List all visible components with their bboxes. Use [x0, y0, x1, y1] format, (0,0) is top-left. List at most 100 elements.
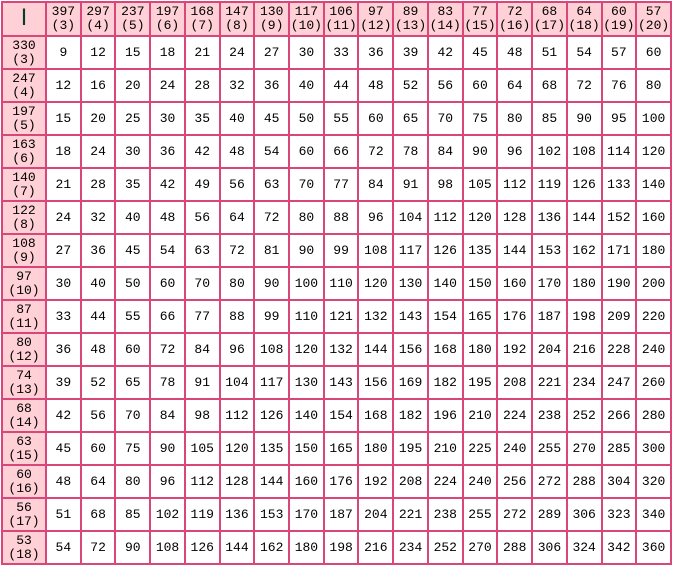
table-cell: 77 [183, 299, 221, 334]
table-cell: 323 [600, 497, 638, 532]
table-cell: 187 [531, 299, 568, 334]
table-row: 53 (18) 54 72 90 108 126 144 162 180 198 216 234 252 2… [1, 530, 672, 565]
table-cell: 208 [496, 365, 534, 400]
table-cell: 55 [114, 299, 152, 334]
table-cell: 80 [496, 101, 534, 136]
row-header-value: 74 [16, 367, 32, 383]
row-header: 60 (16) [1, 464, 47, 499]
table-cell: 180 [635, 233, 672, 268]
table-cell: 180 [357, 431, 395, 466]
table-cell: 204 [357, 497, 395, 532]
table-cell: 20 [114, 68, 152, 103]
table-cell: 150 [288, 431, 325, 466]
table-cell: 216 [565, 332, 603, 367]
table-cell: 119 [183, 497, 221, 532]
table-cell: 56 [426, 68, 464, 103]
table-cell: 78 [149, 365, 186, 400]
table-cell: 60 [288, 134, 325, 169]
table-cell: 221 [392, 497, 429, 532]
table-cell: 140 [288, 398, 325, 433]
table-cell: 247 [600, 365, 638, 400]
column-header: 64 (18) [565, 1, 603, 37]
table-cell: 63 [183, 233, 221, 268]
table-cell: 192 [357, 464, 395, 499]
column-header-value: 147 [225, 4, 249, 19]
row-header-value: 97 [16, 268, 32, 284]
table-cell: 133 [600, 167, 638, 202]
column-header: 106 (11) [322, 1, 360, 37]
table-cell: 63 [253, 167, 291, 202]
table-cell: 108 [149, 530, 186, 565]
column-header-index: (8) [225, 18, 249, 33]
table-cell: 36 [149, 134, 186, 169]
table-cell: 252 [426, 530, 464, 565]
row-header-index: (11) [8, 315, 40, 331]
table-cell: 48 [357, 68, 395, 103]
column-header: 57 (20) [635, 1, 672, 37]
table-cell: 78 [392, 134, 429, 169]
table-cell: 99 [322, 233, 360, 268]
table-cell: 108 [357, 233, 395, 268]
table-cell: 128 [496, 200, 534, 235]
table-cell: 70 [426, 101, 464, 136]
table-cell: 132 [322, 332, 360, 367]
table-cell: 21 [183, 35, 221, 70]
row-header-index: (18) [8, 546, 40, 562]
table-cell: 32 [218, 68, 256, 103]
table-cell: 238 [426, 497, 464, 532]
table-cell: 81 [253, 233, 291, 268]
table-cell: 98 [183, 398, 221, 433]
row-header-index: (10) [8, 282, 40, 298]
table-cell: 70 [183, 266, 221, 301]
row-header-value: 163 [12, 136, 36, 152]
row-header-index: (13) [8, 381, 40, 397]
table-cell: 225 [461, 431, 499, 466]
table-cell: 51 [45, 497, 82, 532]
table-cell: 12 [79, 35, 117, 70]
table-cell: 220 [635, 299, 672, 334]
table-cell: 270 [461, 530, 499, 565]
table-cell: 180 [461, 332, 499, 367]
table-cell: 119 [531, 167, 568, 202]
table-cell: 95 [600, 101, 638, 136]
table-cell: 102 [149, 497, 186, 532]
table-cell: 132 [357, 299, 395, 334]
table-cell: 65 [392, 101, 429, 136]
table-cell: 117 [392, 233, 429, 268]
table-row: 87 (11) 33 44 55 66 77 88 99 110 121 132 143 154 165 17… [1, 299, 672, 334]
row-header-index: (6) [12, 150, 36, 166]
table-cell: 99 [253, 299, 291, 334]
table-cell: 27 [45, 233, 82, 268]
column-header-index: (7) [190, 18, 214, 33]
table-cell: 288 [496, 530, 534, 565]
column-header-value: 237 [121, 4, 145, 19]
table-cell: 100 [635, 101, 672, 136]
table-cell: 144 [218, 530, 256, 565]
table-cell: 42 [426, 35, 464, 70]
table-cell: 112 [496, 167, 534, 202]
table-row: 63 (15) 45 60 75 90 105 120 135 150 165 180 195 210 22… [1, 431, 672, 466]
table-cell: 48 [149, 200, 186, 235]
column-header-value: 72 [506, 4, 523, 19]
table-cell: 285 [600, 431, 638, 466]
table-cell: 64 [79, 464, 117, 499]
table-row: 140 (7) 21 28 35 42 49 56 63 70 77 84 91 98 105 112 119 1… [1, 167, 672, 202]
table-cell: 196 [426, 398, 464, 433]
table-cell: 300 [635, 431, 672, 466]
table-cell: 12 [45, 68, 82, 103]
column-header: 397 (3) [45, 1, 82, 37]
table-cell: 120 [461, 200, 499, 235]
table-cell: 80 [288, 200, 325, 235]
row-header-index: (17) [8, 513, 40, 529]
table-cell: 306 [565, 497, 603, 532]
column-header: 117 (10) [288, 1, 325, 37]
table-cell: 66 [322, 134, 360, 169]
row-header: 247 (4) [1, 68, 47, 103]
row-header: 163 (6) [1, 134, 47, 169]
table-cell: 36 [45, 332, 82, 367]
table-cell: 85 [531, 101, 568, 136]
table-cell: 36 [79, 233, 117, 268]
table-cell: 84 [183, 332, 221, 367]
table-cell: 120 [288, 332, 325, 367]
table-cell: 168 [426, 332, 464, 367]
